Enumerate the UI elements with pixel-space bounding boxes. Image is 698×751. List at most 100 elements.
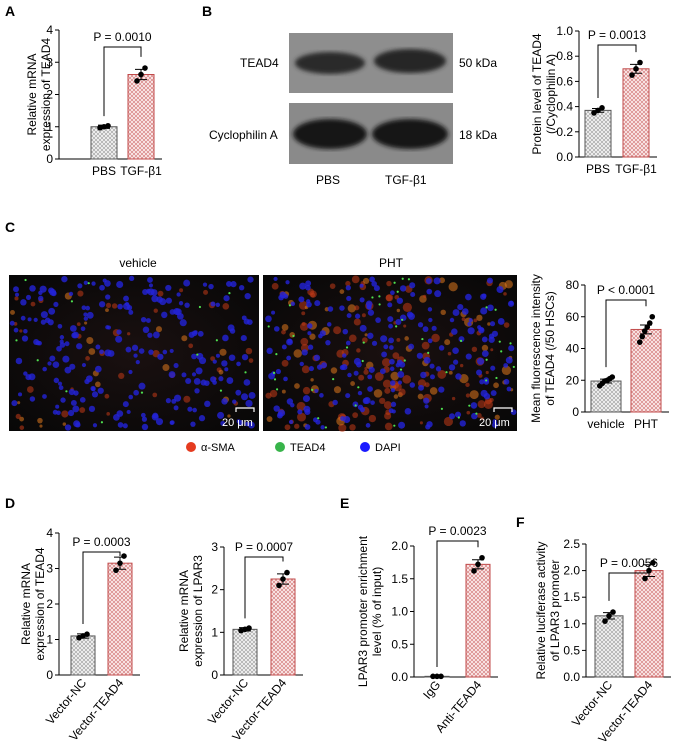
nucleus <box>176 292 181 297</box>
nucleus <box>159 298 167 306</box>
nucleus <box>481 293 487 299</box>
nucleus <box>449 413 455 420</box>
nucleus <box>427 338 433 344</box>
nucleus <box>303 405 311 413</box>
x-tick-label-a-0: PBS <box>92 164 116 178</box>
red-signal <box>14 296 19 301</box>
nucleus <box>313 354 321 361</box>
red-signal <box>440 309 446 316</box>
nucleus <box>265 315 272 323</box>
nucleus <box>307 344 314 350</box>
nucleus <box>61 275 68 283</box>
red-signal <box>330 367 338 374</box>
nucleus <box>204 400 211 408</box>
nucleus <box>48 307 56 315</box>
green-signal <box>215 339 218 342</box>
green-signal <box>485 379 488 382</box>
red-signal <box>153 308 158 313</box>
nucleus <box>86 311 94 319</box>
nucleus <box>85 305 91 311</box>
chart-e: 0.0 0.5 1.0 1.5 2.0 LPAR3 promoter enrichment… <box>356 524 498 735</box>
nucleus <box>14 292 20 297</box>
green-signal <box>228 292 231 295</box>
nucleus <box>507 300 515 307</box>
nucleus <box>368 366 375 373</box>
green-signal <box>100 421 104 424</box>
green-signal <box>512 365 515 369</box>
nucleus <box>183 279 191 287</box>
y-tick-label-d2-1: 1 <box>211 625 218 639</box>
nucleus <box>80 326 86 332</box>
red-signal <box>338 423 347 432</box>
red-signal <box>88 348 96 355</box>
red-signal <box>333 386 342 394</box>
red-signal <box>396 337 401 342</box>
nucleus <box>210 301 216 307</box>
y-tick-label-b-0: 0.0 <box>556 150 573 164</box>
nucleus <box>235 389 242 396</box>
nucleus <box>410 291 416 298</box>
nucleus <box>243 318 250 325</box>
nucleus <box>191 353 197 360</box>
nucleus <box>398 421 406 429</box>
nucleus <box>435 366 442 372</box>
nucleus <box>69 363 76 370</box>
green-signal <box>292 334 295 338</box>
nucleus <box>503 363 509 368</box>
data-point-a-1-1 <box>138 71 144 78</box>
nucleus <box>468 318 473 323</box>
nucleus <box>226 377 234 384</box>
red-signal <box>451 396 456 401</box>
red-signal <box>219 348 227 356</box>
nucleus <box>165 284 172 292</box>
nucleus <box>299 361 304 367</box>
red-signal <box>293 349 302 358</box>
green-signal <box>219 389 223 392</box>
bar-d1-1 <box>107 562 133 676</box>
if-title-vehicle: vehicle <box>119 256 157 270</box>
y-tick-label-e-4: 2.0 <box>391 539 408 553</box>
red-signal <box>385 294 394 302</box>
blot-band-cyclophilin: Cyclophilin A <box>209 128 278 142</box>
nucleus <box>76 343 83 350</box>
nucleus <box>181 372 187 378</box>
bar-e-1 <box>465 563 491 678</box>
nucleus <box>318 333 323 339</box>
nucleus <box>91 281 96 286</box>
scale-bar-label-vehicle: 20 μm <box>222 417 253 429</box>
nucleus <box>496 285 504 293</box>
red-signal <box>333 326 342 335</box>
nucleus <box>171 398 177 404</box>
bar-b-1 <box>622 68 650 158</box>
nucleus <box>359 297 365 303</box>
nucleus <box>133 389 139 396</box>
green-signal <box>267 325 270 328</box>
green-signal <box>468 404 471 407</box>
nucleus <box>169 420 174 425</box>
nucleus <box>215 302 221 308</box>
nucleus <box>241 353 249 361</box>
nucleus <box>128 309 134 315</box>
green-signal <box>475 412 478 415</box>
nucleus <box>29 285 36 292</box>
nucleus <box>307 331 312 336</box>
data-point-d1-1-1 <box>117 560 123 566</box>
nucleus <box>37 295 44 302</box>
red-signal <box>10 309 15 315</box>
green-signal <box>421 337 424 341</box>
nucleus <box>286 398 294 405</box>
red-signal <box>297 412 306 422</box>
red-signal <box>364 366 368 371</box>
nucleus <box>68 388 76 396</box>
data-point-d2-0-2 <box>246 625 252 631</box>
nucleus <box>128 369 133 375</box>
red-signal <box>301 311 306 316</box>
red-signal <box>301 365 310 374</box>
nucleus <box>428 317 433 323</box>
data-point-e-1-2 <box>479 554 485 561</box>
nucleus <box>306 301 312 308</box>
nucleus <box>388 337 395 344</box>
y-tick-label-d1-1: 1 <box>46 633 53 647</box>
red-signal <box>302 386 311 395</box>
green-signal <box>495 376 498 380</box>
